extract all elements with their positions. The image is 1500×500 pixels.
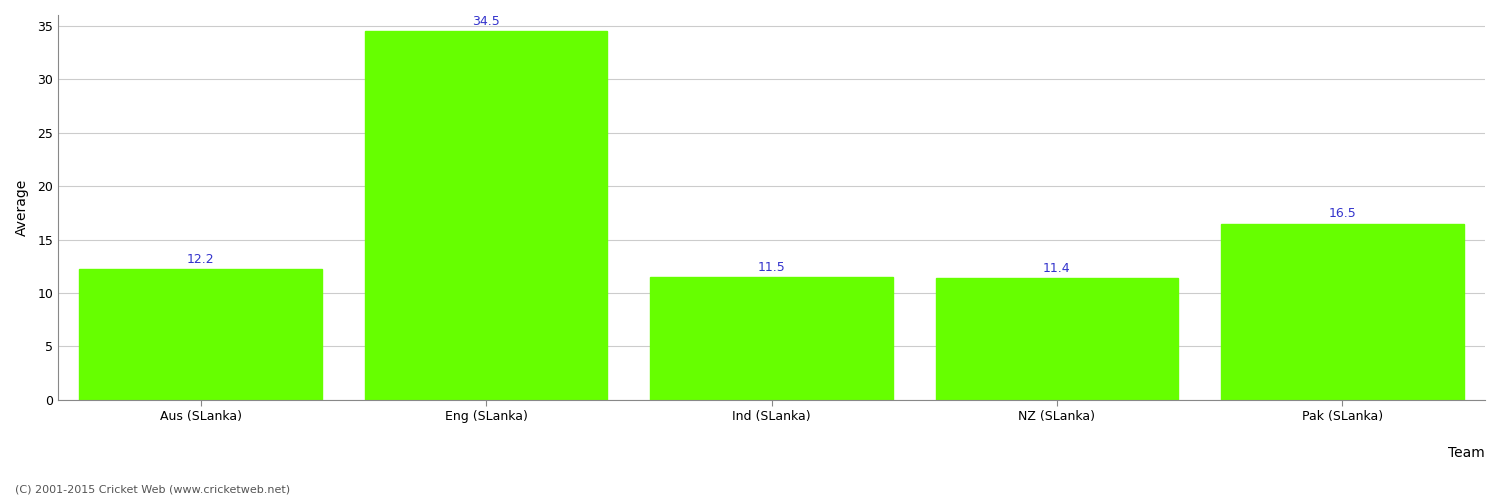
Text: 11.5: 11.5 <box>758 260 786 274</box>
Text: 11.4: 11.4 <box>1042 262 1071 275</box>
Text: 12.2: 12.2 <box>188 253 214 266</box>
Text: 16.5: 16.5 <box>1329 208 1356 220</box>
Bar <box>650 277 892 400</box>
Text: 34.5: 34.5 <box>472 15 500 28</box>
Y-axis label: Average: Average <box>15 179 28 236</box>
Bar <box>1221 224 1464 400</box>
Bar <box>936 278 1178 400</box>
Text: Team: Team <box>1448 446 1485 460</box>
Bar <box>364 31 608 400</box>
Text: (C) 2001-2015 Cricket Web (www.cricketweb.net): (C) 2001-2015 Cricket Web (www.cricketwe… <box>15 485 290 495</box>
Bar <box>80 270 322 400</box>
